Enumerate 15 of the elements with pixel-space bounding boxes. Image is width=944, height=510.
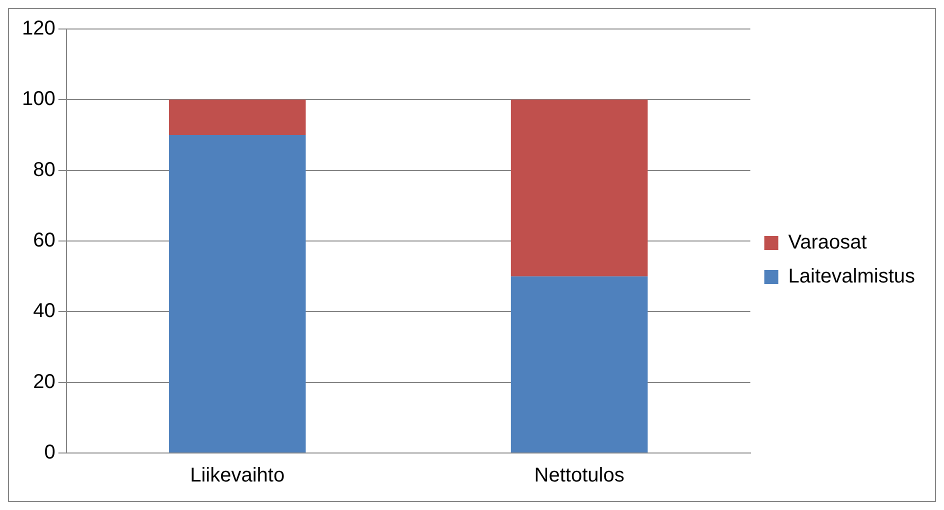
legend-label: Varaosat (788, 232, 868, 254)
y-tick-label: 0 (44, 442, 56, 464)
x-tick-label: Liikevaihto (190, 464, 285, 487)
x-tick-label: Nettotulos (534, 464, 624, 487)
y-tick-label: 40 (33, 300, 56, 322)
bar (168, 100, 306, 135)
legend-label: Laitevalmistus (788, 266, 915, 288)
y-tick-label: 120 (22, 18, 56, 40)
y-tick-label: 80 (33, 158, 56, 181)
y-tick-label: 100 (22, 88, 56, 110)
y-tick-label: 20 (33, 370, 56, 393)
bar (510, 100, 648, 276)
bar (168, 135, 306, 452)
y-tick-label: 60 (33, 230, 56, 252)
bar (510, 276, 648, 452)
